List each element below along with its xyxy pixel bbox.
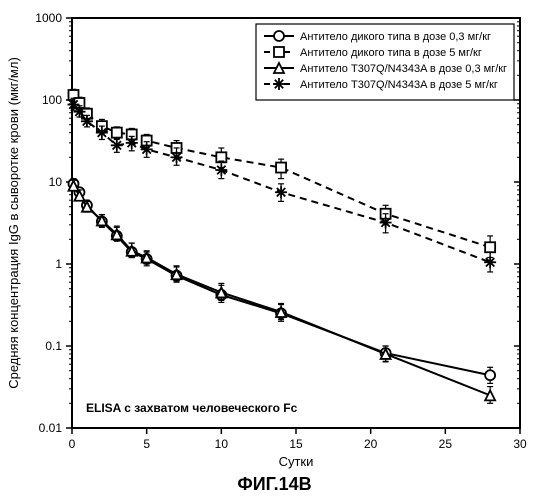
x-tick-label: 15	[289, 437, 303, 451]
legend-label: Антитело дикого типа в дозе 5 мг/кг	[300, 47, 482, 59]
legend-label: Антитело дикого типа в дозе 0,3 мг/кг	[300, 31, 491, 43]
figure-caption: ФИГ.14B	[237, 474, 311, 494]
x-axis-label: Сутки	[279, 454, 314, 469]
x-tick-label: 30	[513, 437, 527, 451]
y-tick-label: 1	[55, 257, 62, 271]
y-axis-label: Средняя концентрация IgG в сыворотке кро…	[6, 57, 21, 389]
note-text: ELISA с захватом человеческого Fc	[86, 401, 298, 415]
legend: Антитело дикого типа в дозе 0,3 мг/кг Ант…	[256, 24, 514, 100]
y-tick-label: 0.01	[39, 421, 63, 435]
x-tick-label: 10	[215, 437, 229, 451]
chart-svg: 0 5 10 15 20 25 30 Сутки 0.01 0.1 1 10 100 1000 Средня…	[0, 0, 549, 500]
legend-label: Антитело T307Q/N4343A в дозе 5 мг/кг	[300, 79, 498, 91]
x-tick-label: 0	[69, 437, 76, 451]
y-tick-label: 10	[49, 175, 63, 189]
x-tick-label: 25	[439, 437, 453, 451]
y-tick-label: 100	[42, 93, 62, 107]
y-tick-label: 0.1	[45, 339, 62, 353]
legend-label: Антитело T307Q/N4343A в дозе 0,3 мг/кг	[300, 63, 507, 75]
x-tick-label: 20	[364, 437, 378, 451]
x-tick-label: 5	[143, 437, 150, 451]
chart-container: 0 5 10 15 20 25 30 Сутки 0.01 0.1 1 10 100 1000 Средня…	[0, 0, 549, 500]
y-tick-label: 1000	[35, 11, 62, 25]
